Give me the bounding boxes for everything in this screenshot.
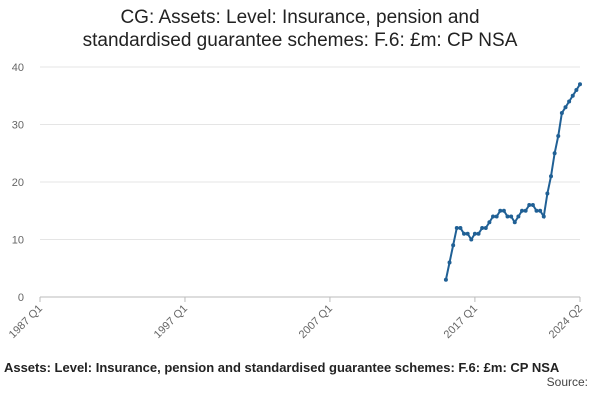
point [451, 243, 456, 248]
point [527, 203, 532, 207]
x-tick-label: 2007 Q1 [297, 303, 335, 341]
footer: CG: Assets: Level: Insurance, pension an… [0, 360, 600, 380]
point [567, 99, 572, 104]
point [454, 226, 459, 230]
point [559, 111, 564, 115]
point [501, 208, 506, 213]
point [472, 231, 477, 236]
point [538, 208, 543, 213]
point [516, 214, 521, 219]
point [480, 226, 485, 230]
y-tick-label: 30 [12, 120, 24, 132]
x-tick-label: 2024 Q2 [547, 303, 585, 341]
point [541, 214, 546, 219]
point [520, 208, 525, 213]
point [469, 237, 474, 242]
x-tick-label: 1997 Q1 [152, 303, 190, 341]
point [578, 82, 582, 87]
point [512, 220, 517, 225]
x-tick-label: 1987 Q1 [7, 303, 45, 341]
point [574, 88, 579, 92]
chart-title: CG: Assets: Level: Insurance, pension an… [82, 7, 518, 51]
y-tick-label: 20 [12, 177, 24, 189]
footer-title: CG: Assets: Level: Insurance, pension an… [0, 360, 560, 375]
y-tick-label: 40 [12, 62, 24, 74]
point [476, 231, 481, 236]
point [509, 214, 514, 219]
source: Source: [546, 375, 588, 389]
point [487, 220, 492, 225]
point [505, 214, 510, 219]
point [462, 231, 467, 236]
point [465, 231, 470, 236]
y-tick-label: 10 [12, 235, 24, 247]
point [556, 134, 561, 138]
point [530, 203, 535, 207]
point [552, 151, 557, 156]
point [534, 208, 539, 213]
point [447, 260, 452, 265]
point [549, 174, 554, 179]
point [491, 214, 496, 219]
x-tick-label: 2017 Q1 [442, 303, 480, 341]
y-tick-label: 0 [18, 292, 24, 304]
point [545, 191, 550, 196]
point [483, 226, 488, 230]
point [443, 277, 448, 282]
point [570, 93, 575, 98]
point [523, 208, 528, 213]
point [458, 226, 463, 230]
point [494, 214, 499, 219]
point [563, 105, 568, 110]
point [498, 208, 503, 213]
